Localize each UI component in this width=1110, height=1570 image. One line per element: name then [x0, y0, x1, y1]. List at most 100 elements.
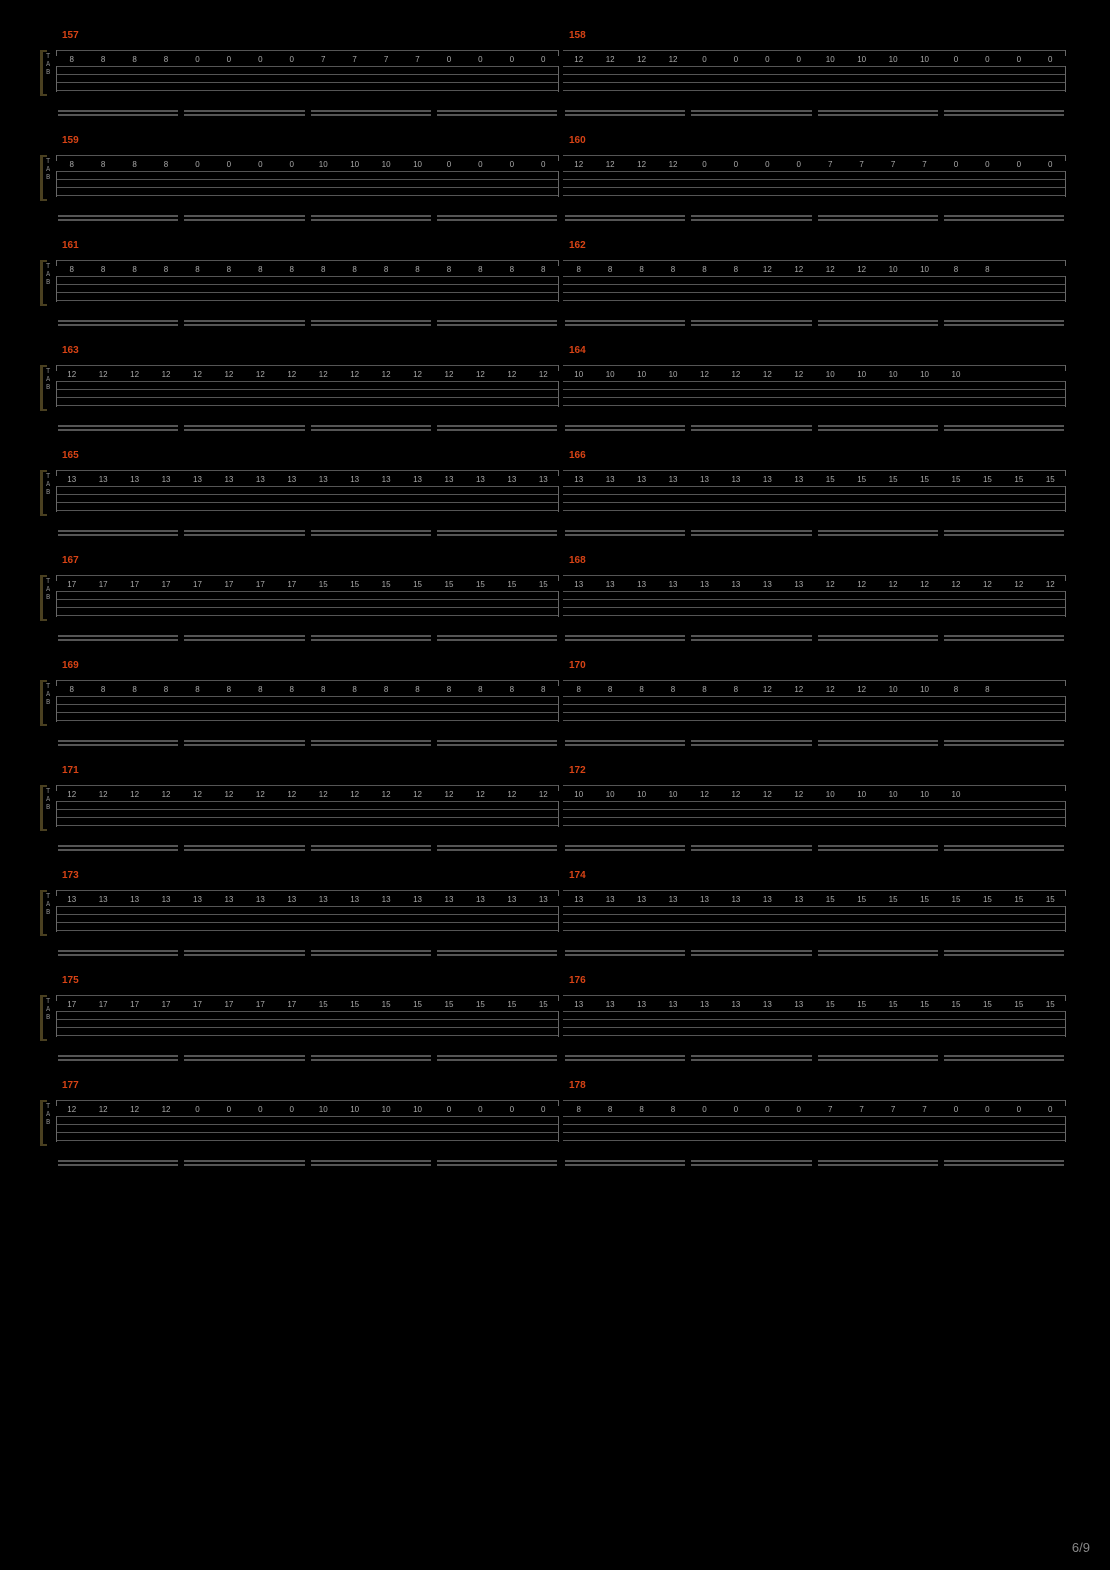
tab-clef-label: TAB [46, 367, 50, 391]
fret-number: 17 [150, 1001, 181, 1011]
fret-number: 10 [339, 1106, 370, 1116]
fret-number: 0 [972, 161, 1003, 171]
measure-number: 165 [62, 450, 79, 461]
page-number: 6/9 [1072, 1540, 1090, 1555]
fret-number: 12 [720, 791, 751, 801]
beam-group-row [563, 1148, 1066, 1166]
tab-system: TAB1618888888888888888162888888121212121… [40, 240, 1070, 335]
fret-number: 0 [1003, 1106, 1034, 1116]
fret-number: 13 [245, 476, 276, 486]
fret-number: 13 [657, 476, 688, 486]
fret-number: 15 [972, 1001, 1003, 1011]
fret-number: 7 [909, 161, 940, 171]
note-row: 13131313131313131313131313131313 [56, 476, 559, 486]
fret-number: 12 [276, 371, 307, 381]
measure: 1788888000077770000 [563, 1080, 1066, 1175]
fret-number: 8 [689, 266, 720, 276]
fret-number: 12 [720, 371, 751, 381]
fret-number: 12 [846, 686, 877, 696]
fret-number: 13 [433, 896, 464, 906]
fret-number: 7 [815, 1106, 846, 1116]
fret-number: 12 [1035, 581, 1066, 591]
fret-number: 12 [276, 791, 307, 801]
fret-number: 0 [752, 56, 783, 66]
fret-number: 0 [1003, 161, 1034, 171]
fret-number: 13 [720, 896, 751, 906]
fret-number: 12 [815, 686, 846, 696]
fret-number: 12 [182, 791, 213, 801]
fret-number: 8 [150, 266, 181, 276]
fret-number: 8 [119, 56, 150, 66]
measure-number: 171 [62, 765, 79, 776]
note-row: 88888812121212101088 [563, 266, 1066, 276]
fret-number: 7 [339, 56, 370, 66]
fret-number: 15 [940, 476, 971, 486]
fret-number: 0 [1035, 1106, 1066, 1116]
tab-clef-label: TAB [46, 997, 50, 1021]
fret-number: 13 [433, 476, 464, 486]
fret-number: 0 [1003, 56, 1034, 66]
fret-number: 13 [783, 896, 814, 906]
fret-number: 8 [213, 266, 244, 276]
fret-number: 12 [119, 1106, 150, 1116]
fret-number: 12 [496, 371, 527, 381]
fret-number: 13 [594, 1001, 625, 1011]
fret-number: 13 [213, 476, 244, 486]
measure-number: 172 [569, 765, 586, 776]
fret-number: 8 [433, 266, 464, 276]
fret-number: 10 [563, 791, 594, 801]
fret-number: 10 [402, 161, 433, 171]
fret-number: 13 [56, 476, 87, 486]
fret-number [1003, 686, 1034, 696]
fret-number: 7 [815, 161, 846, 171]
fret-number: 17 [245, 581, 276, 591]
fret-number: 12 [370, 791, 401, 801]
measure: 16717171717171717171515151515151515 [56, 555, 559, 650]
beam-group-row [56, 728, 559, 746]
fret-number: 8 [528, 266, 559, 276]
fret-number: 12 [87, 791, 118, 801]
measure: 17088888812121212101088 [563, 660, 1066, 755]
fret-number: 10 [308, 161, 339, 171]
fret-number: 17 [87, 581, 118, 591]
fret-number: 12 [594, 56, 625, 66]
fret-number: 15 [909, 476, 940, 486]
fret-number: 8 [56, 686, 87, 696]
fret-number: 15 [370, 1001, 401, 1011]
fret-number: 8 [528, 686, 559, 696]
fret-number: 10 [657, 371, 688, 381]
beam-group-row [56, 98, 559, 116]
fret-number: 8 [563, 266, 594, 276]
measure-number: 167 [62, 555, 79, 566]
fret-number: 15 [465, 581, 496, 591]
measure: 17313131313131313131313131313131313 [56, 870, 559, 965]
fret-number: 8 [87, 56, 118, 66]
fret-number: 15 [1003, 1001, 1034, 1011]
fret-number: 13 [626, 1001, 657, 1011]
tab-clef-label: TAB [46, 472, 50, 496]
fret-number: 0 [496, 56, 527, 66]
fret-number: 13 [496, 476, 527, 486]
fret-number: 13 [87, 896, 118, 906]
fret-number: 10 [370, 161, 401, 171]
fret-number: 13 [689, 581, 720, 591]
fret-number: 10 [877, 56, 908, 66]
fret-number: 10 [846, 371, 877, 381]
fret-number: 10 [402, 1106, 433, 1116]
fret-number: 0 [528, 56, 559, 66]
fret-number: 12 [339, 791, 370, 801]
fret-number: 8 [496, 266, 527, 276]
tab-clef-label: TAB [46, 157, 50, 181]
measure-number: 159 [62, 135, 79, 146]
fret-number: 0 [720, 56, 751, 66]
note-row: 17171717171717171515151515151515 [56, 581, 559, 591]
fret-number: 10 [594, 371, 625, 381]
tab-system: TAB1631212121212121212121212121212121216… [40, 345, 1070, 440]
fret-number: 12 [972, 581, 1003, 591]
measure: 16613131313131313131515151515151515 [563, 450, 1066, 545]
fret-number: 12 [308, 371, 339, 381]
tab-system: TAB1578888000077770000158121212120000101… [40, 30, 1070, 125]
fret-number [1035, 266, 1066, 276]
note-row: 88880000101010100000 [56, 161, 559, 171]
fret-number: 15 [815, 1001, 846, 1011]
